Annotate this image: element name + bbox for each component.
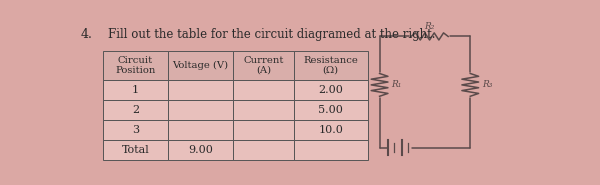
Bar bbox=[103, 140, 168, 160]
Bar bbox=[103, 80, 168, 100]
Bar bbox=[293, 51, 368, 80]
Bar bbox=[293, 80, 368, 100]
Text: 9.00: 9.00 bbox=[188, 145, 213, 155]
Text: Fill out the table for the circuit diagramed at the right.: Fill out the table for the circuit diagr… bbox=[109, 28, 436, 41]
Bar bbox=[233, 140, 293, 160]
Text: 1: 1 bbox=[132, 85, 139, 95]
Bar bbox=[103, 100, 168, 120]
Text: 2: 2 bbox=[132, 105, 139, 115]
Text: 4.: 4. bbox=[80, 28, 92, 41]
Text: 10.0: 10.0 bbox=[319, 125, 343, 135]
Bar bbox=[168, 80, 233, 100]
Text: 5.00: 5.00 bbox=[319, 105, 343, 115]
Bar bbox=[293, 120, 368, 140]
Text: R₁: R₁ bbox=[391, 80, 401, 89]
Bar bbox=[168, 140, 233, 160]
Bar bbox=[233, 80, 293, 100]
Bar bbox=[233, 51, 293, 80]
Bar bbox=[233, 120, 293, 140]
Text: R₃: R₃ bbox=[482, 80, 492, 89]
Text: 2.00: 2.00 bbox=[319, 85, 343, 95]
Bar bbox=[103, 51, 168, 80]
Text: R₂: R₂ bbox=[424, 22, 435, 31]
Bar bbox=[168, 100, 233, 120]
Bar bbox=[168, 51, 233, 80]
Text: Resistance
(Ω): Resistance (Ω) bbox=[304, 56, 358, 75]
Text: Circuit
Position: Circuit Position bbox=[115, 56, 155, 75]
Text: Current
(A): Current (A) bbox=[243, 56, 284, 75]
Text: 3: 3 bbox=[132, 125, 139, 135]
Bar bbox=[168, 120, 233, 140]
Bar bbox=[233, 100, 293, 120]
Bar bbox=[293, 100, 368, 120]
Text: Voltage (V): Voltage (V) bbox=[172, 61, 229, 70]
Text: Total: Total bbox=[122, 145, 149, 155]
Bar bbox=[103, 120, 168, 140]
Bar bbox=[293, 140, 368, 160]
